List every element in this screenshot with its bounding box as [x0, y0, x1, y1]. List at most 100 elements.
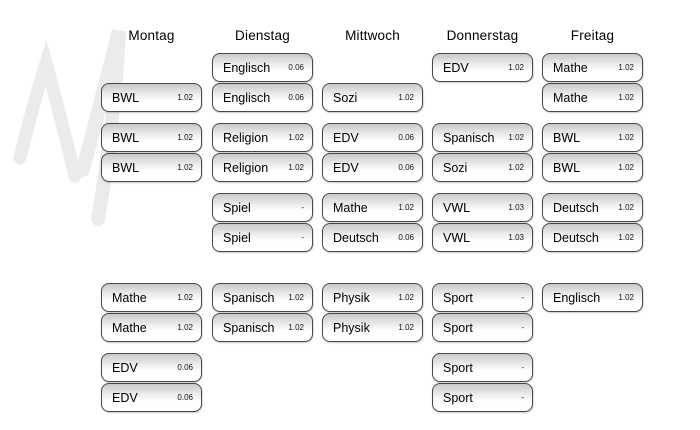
lesson-subject: Spiel	[223, 230, 251, 245]
lesson-card[interactable]: Deutsch 0.06	[322, 223, 423, 252]
lesson-card[interactable]: Physik 1.02	[322, 313, 423, 342]
lesson-subject: Englisch	[223, 90, 271, 105]
lesson-room: 1.02	[618, 93, 634, 102]
lesson-card[interactable]: Spanisch 1.02	[212, 283, 313, 312]
lesson-card[interactable]: Sport -	[432, 313, 533, 342]
lesson-card[interactable]: Sport -	[432, 283, 533, 312]
lesson-subject: EDV	[443, 60, 469, 75]
lesson-subject: Sozi	[443, 160, 468, 175]
lesson-room: 1.02	[177, 163, 193, 172]
lesson-subject: Religion	[223, 130, 269, 145]
lesson-card[interactable]: Deutsch 1.02	[542, 223, 643, 252]
lesson-subject: Sport	[443, 360, 473, 375]
lesson-room: 1.02	[177, 133, 193, 142]
lesson-card[interactable]: BWL 1.02	[542, 123, 643, 152]
lesson-room: 1.02	[398, 323, 414, 332]
lesson-room: 1.02	[288, 163, 304, 172]
lesson-card[interactable]: EDV 0.06	[101, 383, 202, 412]
lesson-subject: Spiel	[223, 200, 251, 215]
lesson-room: 0.06	[177, 363, 193, 372]
lesson-card[interactable]: Englisch 0.06	[212, 53, 313, 82]
lesson-room: 0.06	[288, 63, 304, 72]
lesson-subject: Deutsch	[553, 200, 599, 215]
lesson-subject: Religion	[223, 160, 269, 175]
lesson-subject: EDV	[333, 130, 359, 145]
lesson-room: -	[301, 203, 304, 212]
lesson-card[interactable]: Sozi 1.02	[432, 153, 533, 182]
lesson-room: -	[521, 323, 524, 332]
lesson-subject: Spanisch	[223, 290, 275, 305]
lesson-card[interactable]: EDV 0.06	[101, 353, 202, 382]
lesson-card[interactable]: Spanisch 1.02	[212, 313, 313, 342]
lesson-card[interactable]: Physik 1.02	[322, 283, 423, 312]
lesson-room: 1.02	[618, 203, 634, 212]
lesson-card[interactable]: EDV 0.06	[322, 123, 423, 152]
lesson-room: 1.02	[398, 203, 414, 212]
day-header-dienstag: Dienstag	[235, 28, 290, 43]
lesson-subject: BWL	[112, 130, 140, 145]
lesson-room: 1.02	[398, 293, 414, 302]
lesson-card[interactable]: Mathe 1.02	[542, 53, 643, 82]
lesson-card[interactable]: Sport -	[432, 383, 533, 412]
lesson-card[interactable]: BWL 1.02	[101, 123, 202, 152]
lesson-room: 1.02	[177, 93, 193, 102]
lesson-subject: EDV	[333, 160, 359, 175]
lesson-card[interactable]: Mathe 1.02	[542, 83, 643, 112]
lesson-card[interactable]: BWL 1.02	[101, 153, 202, 182]
lesson-room: 0.06	[288, 93, 304, 102]
lesson-subject: Spanisch	[223, 320, 275, 335]
lesson-card[interactable]: VWL 1.03	[432, 193, 533, 222]
day-header-freitag: Freitag	[570, 28, 615, 43]
lesson-card[interactable]: EDV 1.02	[432, 53, 533, 82]
lesson-card[interactable]: EDV 0.06	[322, 153, 423, 182]
lesson-subject: Sozi	[333, 90, 358, 105]
lesson-room: 1.02	[618, 133, 634, 142]
lesson-card[interactable]: Mathe 1.02	[101, 313, 202, 342]
lesson-card[interactable]: Spanisch 1.02	[432, 123, 533, 152]
lesson-card[interactable]: Sozi 1.02	[322, 83, 423, 112]
lesson-subject: VWL	[443, 200, 471, 215]
lesson-card[interactable]: Spiel -	[212, 193, 313, 222]
lesson-subject: Englisch	[223, 60, 271, 75]
lesson-subject: Sport	[443, 390, 473, 405]
lesson-room: 1.02	[618, 293, 634, 302]
lesson-room: 1.02	[508, 163, 524, 172]
lesson-room: 1.02	[508, 133, 524, 142]
lesson-card[interactable]: Englisch 0.06	[212, 83, 313, 112]
lesson-subject: Physik	[333, 290, 370, 305]
lesson-card[interactable]: Deutsch 1.02	[542, 193, 643, 222]
lesson-subject: BWL	[112, 160, 140, 175]
lesson-subject: VWL	[443, 230, 471, 245]
lesson-subject: Mathe	[553, 90, 588, 105]
lesson-room: 1.02	[177, 293, 193, 302]
lesson-card[interactable]: BWL 1.02	[542, 153, 643, 182]
lesson-room: 1.02	[288, 133, 304, 142]
lesson-subject: Spanisch	[443, 130, 495, 145]
lesson-card[interactable]: Religion 1.02	[212, 123, 313, 152]
lesson-subject: Mathe	[112, 320, 147, 335]
lesson-room: -	[521, 363, 524, 372]
lesson-room: 1.02	[618, 63, 634, 72]
lesson-room: 1.02	[508, 63, 524, 72]
lesson-card[interactable]: Religion 1.02	[212, 153, 313, 182]
lesson-room: 1.02	[288, 323, 304, 332]
lesson-room: -	[521, 393, 524, 402]
lesson-subject: BWL	[553, 130, 581, 145]
lesson-subject: Sport	[443, 290, 473, 305]
lesson-room: 1.02	[618, 163, 634, 172]
lesson-card[interactable]: Mathe 1.02	[322, 193, 423, 222]
lesson-subject: Physik	[333, 320, 370, 335]
lesson-card[interactable]: Englisch 1.02	[542, 283, 643, 312]
lesson-card[interactable]: BWL 1.02	[101, 83, 202, 112]
lesson-room: 0.06	[398, 133, 414, 142]
lesson-card[interactable]: Mathe 1.02	[101, 283, 202, 312]
lesson-room: 1.02	[288, 293, 304, 302]
lesson-card[interactable]: Spiel -	[212, 223, 313, 252]
lesson-subject: EDV	[112, 390, 138, 405]
lesson-card[interactable]: Sport -	[432, 353, 533, 382]
lesson-card[interactable]: VWL 1.03	[432, 223, 533, 252]
lesson-subject: Deutsch	[553, 230, 599, 245]
day-header-montag: Montag	[128, 28, 175, 43]
lesson-room: 1.02	[177, 323, 193, 332]
